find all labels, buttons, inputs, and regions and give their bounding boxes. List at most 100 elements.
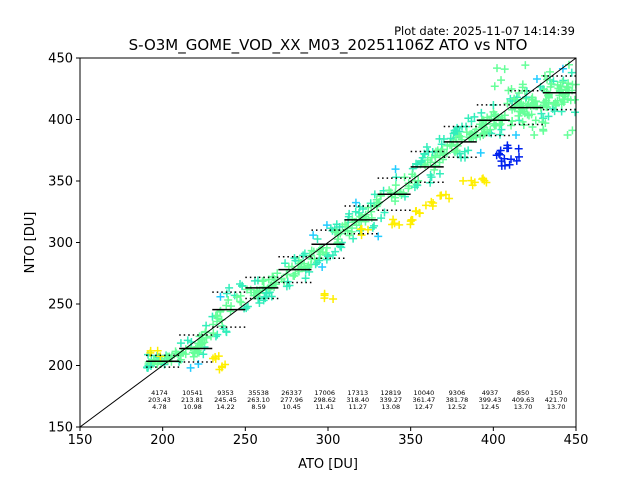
data-point (315, 256, 324, 265)
data-point (503, 144, 511, 153)
x-tick-label: 400 (481, 433, 506, 448)
bin-mean-label: 399.43 (479, 396, 502, 404)
data-point (566, 96, 575, 105)
data-point (258, 277, 267, 286)
bin-mean-label: 381.78 (446, 396, 469, 404)
data-point (468, 181, 477, 190)
data-point (497, 76, 506, 85)
data-point (372, 195, 381, 204)
data-point (395, 220, 404, 229)
data-point (222, 289, 231, 298)
data-point (363, 225, 372, 234)
data-point (421, 161, 430, 170)
bin-count-label: 17006 (314, 389, 335, 397)
bin-count-label: 9353 (217, 389, 234, 397)
data-point (348, 224, 357, 233)
data-point (479, 174, 488, 183)
data-point (510, 94, 519, 103)
data-point (464, 146, 473, 155)
data-point (512, 131, 521, 139)
data-point (428, 202, 437, 211)
data-point (466, 133, 475, 142)
data-point (539, 114, 548, 123)
data-point (309, 231, 318, 240)
data-point (524, 99, 533, 108)
y-tick-label: 300 (48, 236, 73, 251)
bin-std-label: 11.27 (348, 403, 367, 411)
bin-count-label: 4937 (482, 389, 499, 397)
data-point (322, 255, 331, 264)
data-point (497, 125, 506, 134)
data-point (300, 249, 309, 258)
data-point (224, 295, 233, 304)
data-point (503, 99, 512, 108)
data-point (482, 119, 491, 128)
data-point (328, 251, 337, 260)
data-point (560, 92, 569, 101)
data-point (176, 339, 185, 348)
data-point (424, 147, 433, 156)
scatter-points (142, 60, 580, 374)
bin-mean-label: 339.27 (379, 396, 402, 404)
data-point (478, 175, 487, 184)
data-point (436, 191, 445, 200)
x-axis-ticks: 150 200 250 300 350 400 450 (68, 427, 588, 448)
data-point (400, 173, 409, 182)
data-point (455, 131, 464, 140)
data-point (255, 299, 264, 308)
data-point (341, 220, 350, 229)
data-point (433, 146, 442, 155)
data-point (557, 107, 566, 116)
data-point (490, 82, 499, 91)
data-point (553, 96, 562, 105)
data-point (514, 144, 523, 153)
data-point (426, 158, 435, 167)
bin-std-label: 12.52 (448, 403, 467, 411)
data-point (322, 243, 331, 252)
data-point (542, 102, 551, 111)
data-point (568, 80, 577, 89)
data-point (153, 346, 162, 355)
data-point (495, 150, 504, 159)
data-point (421, 201, 430, 210)
bin-mean-label: 245.45 (214, 396, 237, 404)
data-point (505, 160, 514, 169)
bin-count-label: 26337 (281, 389, 302, 397)
data-point (446, 134, 455, 143)
data-point (194, 339, 203, 348)
bin-std-label: 8.59 (251, 403, 265, 411)
data-point (176, 355, 185, 364)
data-point (436, 151, 445, 160)
data-point (311, 260, 320, 269)
data-point (214, 352, 223, 361)
data-point (558, 64, 567, 73)
data-point (391, 181, 400, 190)
bin-count-label: 10040 (414, 389, 435, 397)
data-point (146, 346, 155, 355)
data-point (390, 219, 399, 228)
data-point (385, 186, 394, 195)
bin-std-label: 10.98 (183, 403, 202, 411)
data-point (273, 269, 282, 278)
x-tick-label: 300 (316, 433, 341, 448)
data-point (467, 117, 476, 126)
data-point (351, 207, 360, 216)
data-point (422, 142, 431, 151)
data-point (232, 293, 241, 302)
data-point (380, 208, 389, 217)
data-point (149, 355, 158, 364)
data-point (563, 131, 572, 140)
y-tick-label: 350 (48, 175, 73, 190)
bin-std-label: 12.45 (481, 403, 500, 411)
y-tick-label: 400 (48, 113, 73, 128)
data-point (370, 221, 379, 230)
data-point (486, 125, 495, 134)
y-tick-label: 250 (48, 298, 73, 313)
bin-mean-label: 318.40 (346, 396, 369, 404)
data-point (307, 246, 316, 255)
data-point (410, 183, 419, 192)
data-point (389, 215, 398, 224)
data-point (531, 102, 540, 111)
